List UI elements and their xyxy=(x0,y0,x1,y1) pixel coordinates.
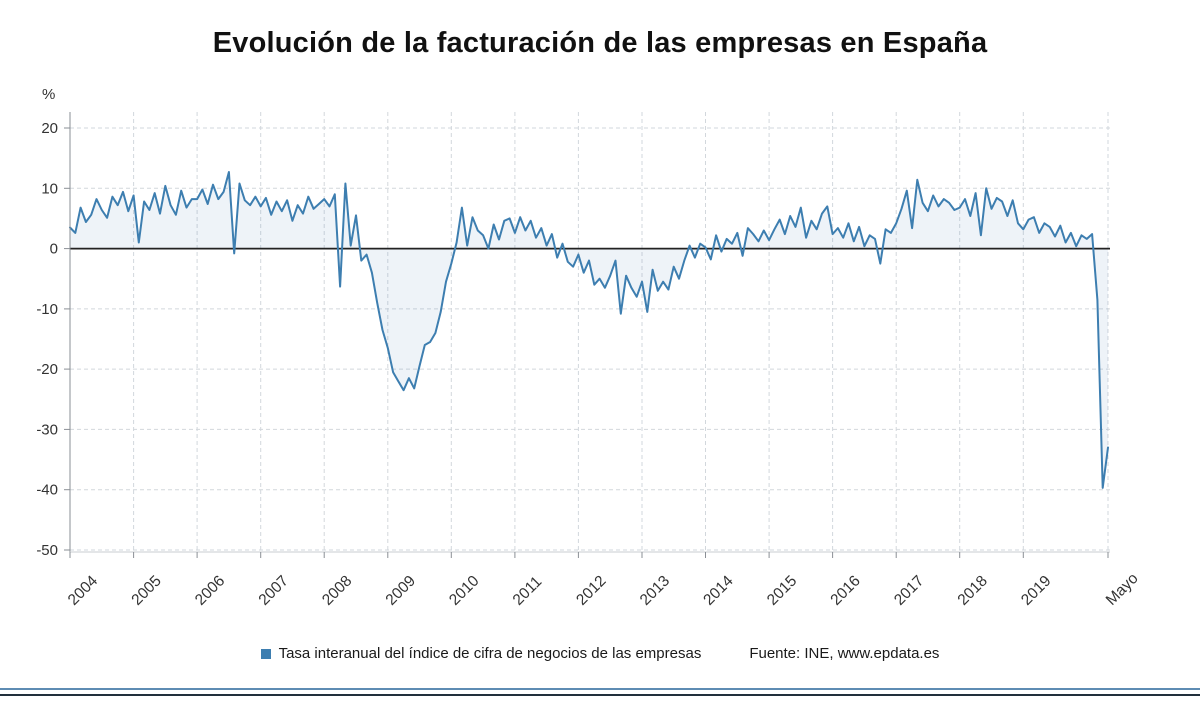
y-tick-label: 10 xyxy=(41,180,58,197)
x-tick-label: 2012 xyxy=(573,572,609,608)
legend-label: Tasa interanual del índice de cifra de n… xyxy=(278,645,702,662)
legend-item-series[interactable]: Tasa interanual del índice de cifra de n… xyxy=(260,645,702,662)
y-tick-label: 20 xyxy=(41,120,58,137)
x-tick-label: 2005 xyxy=(128,572,164,608)
series-line xyxy=(69,171,1109,489)
y-tick-label: -10 xyxy=(36,301,58,318)
source-label: Fuente: INE, www.epdata.es xyxy=(749,645,940,662)
horizontal-gridlines xyxy=(70,127,1110,551)
axes xyxy=(64,112,1110,558)
series-area xyxy=(70,172,1108,488)
x-tick-label: 2015 xyxy=(764,572,800,608)
x-tick-label: 2009 xyxy=(383,572,419,608)
chart-title: Evolución de la facturación de las empre… xyxy=(212,27,988,59)
x-tick-label: 2007 xyxy=(256,572,292,608)
y-tick-label: -30 xyxy=(36,421,58,438)
x-tick-label: 2016 xyxy=(827,572,863,608)
x-tick-label: 2013 xyxy=(637,572,673,608)
legend: Tasa interanual del índice de cifra de n… xyxy=(0,645,1200,662)
y-axis-unit-label: % xyxy=(42,86,56,103)
y-tick-label: -20 xyxy=(36,361,58,378)
y-tick-labels: 20 10 0 -10 -20 -30 -40 -50 xyxy=(36,120,58,559)
x-tick-label: 2014 xyxy=(700,572,737,609)
footer-rule-top xyxy=(0,688,1200,690)
x-tick-label: 2010 xyxy=(446,572,483,609)
x-tick-label: 2011 xyxy=(510,573,546,609)
x-tick-label: 2018 xyxy=(955,572,991,608)
x-tick-label: 2008 xyxy=(319,572,355,608)
y-tick-label: -40 xyxy=(36,482,58,499)
legend-marker-icon xyxy=(260,648,271,659)
x-tick-label: 2019 xyxy=(1018,572,1054,608)
x-tick-label: 2004 xyxy=(65,572,102,609)
x-tick-labels: 2004 2005 2006 2007 2008 2009 2010 2011 2012 2013… xyxy=(65,570,1142,609)
x-tick-label: 2017 xyxy=(891,572,927,608)
footer-rule-bottom xyxy=(0,694,1200,696)
y-tick-label: 0 xyxy=(50,241,58,258)
vertical-gridlines xyxy=(69,112,1109,552)
y-tick-label: -50 xyxy=(36,542,58,559)
x-tick-label: 2006 xyxy=(192,572,228,608)
x-tick-label: Mayo xyxy=(1103,570,1142,609)
